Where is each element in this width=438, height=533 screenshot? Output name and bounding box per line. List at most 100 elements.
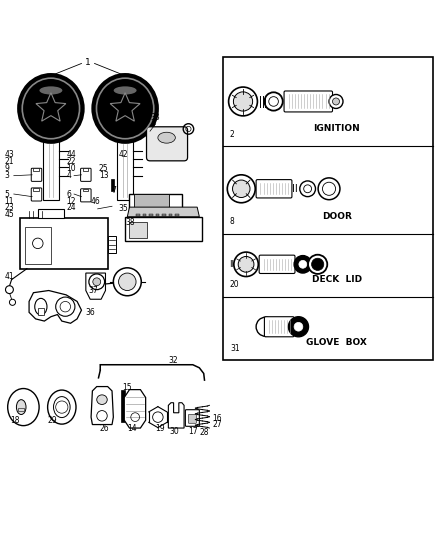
Bar bbox=[125, 217, 201, 241]
Text: II: II bbox=[229, 260, 234, 269]
Circle shape bbox=[294, 256, 311, 273]
Circle shape bbox=[113, 268, 141, 296]
Polygon shape bbox=[91, 386, 113, 425]
Circle shape bbox=[10, 299, 15, 305]
FancyBboxPatch shape bbox=[284, 91, 332, 112]
Text: 20: 20 bbox=[230, 280, 240, 289]
FancyBboxPatch shape bbox=[259, 255, 295, 273]
Circle shape bbox=[227, 175, 255, 203]
FancyBboxPatch shape bbox=[147, 127, 187, 161]
Ellipse shape bbox=[158, 132, 175, 143]
Circle shape bbox=[119, 273, 136, 290]
Bar bbox=[33, 168, 39, 171]
Bar bbox=[20, 219, 108, 269]
Text: 35: 35 bbox=[119, 204, 128, 213]
FancyBboxPatch shape bbox=[265, 317, 294, 337]
FancyBboxPatch shape bbox=[256, 180, 292, 198]
Bar bbox=[136, 214, 140, 216]
FancyBboxPatch shape bbox=[81, 189, 91, 202]
Ellipse shape bbox=[92, 74, 158, 143]
Text: GLOVE  BOX: GLOVE BOX bbox=[307, 338, 367, 348]
Circle shape bbox=[93, 278, 101, 286]
Text: DOOR: DOOR bbox=[322, 212, 352, 221]
Circle shape bbox=[294, 322, 303, 331]
Polygon shape bbox=[29, 290, 81, 323]
Polygon shape bbox=[86, 273, 106, 299]
Text: 29: 29 bbox=[47, 416, 57, 425]
Text: 25: 25 bbox=[99, 164, 109, 173]
Text: 33: 33 bbox=[150, 114, 160, 123]
Ellipse shape bbox=[18, 74, 84, 143]
Bar bbox=[108, 236, 117, 253]
Bar bbox=[162, 214, 166, 216]
Text: 15: 15 bbox=[122, 383, 132, 392]
Ellipse shape bbox=[48, 390, 76, 424]
Circle shape bbox=[229, 87, 258, 116]
Ellipse shape bbox=[53, 397, 70, 417]
Ellipse shape bbox=[114, 86, 137, 94]
Text: 5: 5 bbox=[4, 190, 9, 198]
Text: 30: 30 bbox=[169, 427, 179, 436]
Circle shape bbox=[256, 317, 276, 336]
Bar bbox=[149, 214, 152, 216]
Text: 38: 38 bbox=[126, 219, 135, 228]
Text: 19: 19 bbox=[155, 424, 164, 433]
Circle shape bbox=[233, 92, 253, 111]
Text: IGNITION: IGNITION bbox=[314, 124, 360, 133]
Ellipse shape bbox=[16, 400, 26, 415]
Text: 9: 9 bbox=[4, 164, 9, 173]
Text: 36: 36 bbox=[86, 308, 95, 317]
Circle shape bbox=[300, 181, 315, 197]
Text: 22: 22 bbox=[66, 157, 76, 166]
Text: 24: 24 bbox=[66, 204, 76, 213]
Text: 44: 44 bbox=[66, 150, 76, 159]
Bar bbox=[38, 209, 64, 219]
FancyBboxPatch shape bbox=[31, 188, 42, 201]
Circle shape bbox=[299, 261, 307, 268]
Circle shape bbox=[308, 255, 327, 274]
Text: 17: 17 bbox=[188, 427, 198, 436]
Text: 12: 12 bbox=[66, 197, 76, 206]
Ellipse shape bbox=[35, 298, 47, 315]
Bar bbox=[25, 227, 51, 264]
FancyBboxPatch shape bbox=[31, 168, 42, 181]
Text: 42: 42 bbox=[119, 150, 128, 159]
Bar bbox=[38, 308, 44, 314]
Circle shape bbox=[304, 185, 311, 193]
Circle shape bbox=[329, 94, 343, 108]
Ellipse shape bbox=[8, 389, 39, 426]
Ellipse shape bbox=[97, 395, 107, 405]
Bar bbox=[155, 214, 159, 216]
Text: 7: 7 bbox=[112, 185, 117, 195]
Text: 32: 32 bbox=[169, 356, 178, 365]
Bar bbox=[111, 179, 114, 191]
Text: 8: 8 bbox=[230, 217, 235, 226]
Text: DECK  LID: DECK LID bbox=[312, 275, 362, 284]
Text: 45: 45 bbox=[4, 211, 14, 220]
Bar bbox=[18, 408, 24, 411]
FancyBboxPatch shape bbox=[188, 415, 196, 423]
Bar bbox=[143, 214, 146, 216]
Text: 18: 18 bbox=[11, 416, 20, 425]
Circle shape bbox=[332, 98, 339, 105]
Bar bbox=[33, 188, 39, 190]
Circle shape bbox=[233, 180, 250, 198]
Circle shape bbox=[6, 286, 13, 294]
Bar bbox=[130, 222, 147, 238]
Text: 6: 6 bbox=[66, 190, 71, 198]
Circle shape bbox=[56, 297, 75, 316]
Circle shape bbox=[89, 274, 105, 289]
Bar bbox=[134, 194, 169, 207]
Circle shape bbox=[238, 256, 254, 272]
Bar bbox=[130, 194, 182, 215]
Text: 2: 2 bbox=[230, 130, 235, 139]
Text: 23: 23 bbox=[4, 204, 14, 213]
Text: II: II bbox=[292, 184, 297, 194]
Bar bbox=[121, 390, 125, 422]
Text: 14: 14 bbox=[127, 424, 137, 433]
Circle shape bbox=[311, 258, 324, 270]
Bar bbox=[83, 189, 88, 191]
FancyBboxPatch shape bbox=[185, 410, 199, 426]
Polygon shape bbox=[124, 390, 146, 428]
Circle shape bbox=[288, 317, 308, 337]
